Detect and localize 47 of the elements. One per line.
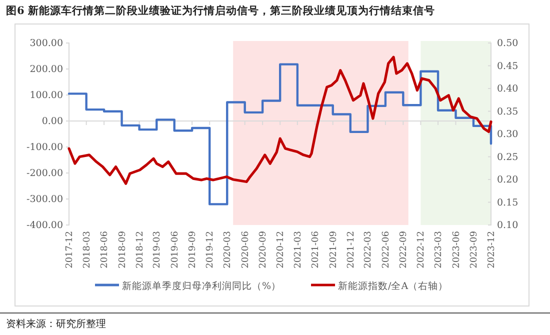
x-tick-label: 2022-09 — [399, 230, 410, 268]
y2-tick-label: 0.20 — [497, 174, 518, 186]
y-tick-label: 200.00 — [30, 64, 63, 76]
y-tick-label: -300.00 — [26, 194, 63, 206]
x-tick-label: 2023-12 — [487, 231, 497, 268]
y2-tick-label: 0.50 — [497, 38, 518, 50]
y2-tick-label: 0.30 — [497, 129, 518, 140]
y2-tick-label: 0.25 — [497, 152, 518, 163]
y-tick-label: -400.00 — [26, 220, 63, 232]
y-tick-label: 0.00 — [42, 116, 63, 128]
x-tick-label: 2019-09 — [188, 230, 198, 268]
y2-tick-label: 0.45 — [497, 60, 518, 72]
y2-tick-label: 0.40 — [497, 84, 518, 95]
line-series — [68, 56, 492, 185]
x-tick-label: 2023-06 — [452, 230, 462, 268]
chart-title: 图6 新能源车行情第二阶段业绩验证为行情启动信号，第三阶段业绩见顶为行情结束信号 — [6, 4, 435, 17]
x-tick-label: 2022-06 — [381, 230, 392, 268]
y2-tick-label: 0.35 — [497, 106, 518, 118]
y-tick-label: 300.00 — [30, 38, 63, 50]
y2-tick-label: 0.10 — [497, 220, 518, 232]
y-tick-label: 100.00 — [30, 90, 63, 102]
x-tick-label: 2018-09 — [118, 230, 128, 268]
x-tick-label: 2020-03 — [223, 230, 234, 268]
x-tick-label: 2019-12 — [206, 231, 216, 268]
x-tick-label: 2019-06 — [170, 230, 180, 268]
x-tick-label: 2017-12 — [65, 231, 75, 268]
x-tick-label: 2018-06 — [100, 230, 110, 268]
x-tick-label: 2023-03 — [434, 230, 444, 268]
y-tick-label: -100.00 — [26, 142, 63, 154]
x-tick-label: 2021-03 — [293, 230, 304, 268]
x-tick-label: 2021-06 — [311, 230, 322, 268]
x-tick-label: 2022-12 — [416, 231, 427, 268]
legend-label: 新能源单季度归母净利润同比（%） — [122, 280, 282, 292]
x-tick-label: 2018-03 — [82, 230, 92, 268]
x-tick-label: 2020-12 — [276, 231, 286, 268]
y2-tick-label: 0.15 — [497, 197, 518, 208]
x-tick-label: 2022-03 — [364, 230, 374, 268]
x-tick-label: 2020-06 — [240, 230, 251, 268]
x-tick-label: 2021-12 — [346, 231, 356, 268]
x-tick-label: 2020-09 — [258, 230, 269, 268]
x-tick-label: 2023-09 — [469, 230, 480, 268]
x-tick-label: 2018-12 — [135, 231, 146, 268]
text: 资料来源：研究所整理 — [6, 318, 106, 330]
legend-label: 新能源指数/全A（右轴） — [338, 280, 448, 292]
y-tick-label: -200.00 — [26, 168, 63, 180]
x-tick-label: 2019-03 — [152, 230, 163, 268]
x-tick-label: 2021-09 — [328, 230, 339, 268]
